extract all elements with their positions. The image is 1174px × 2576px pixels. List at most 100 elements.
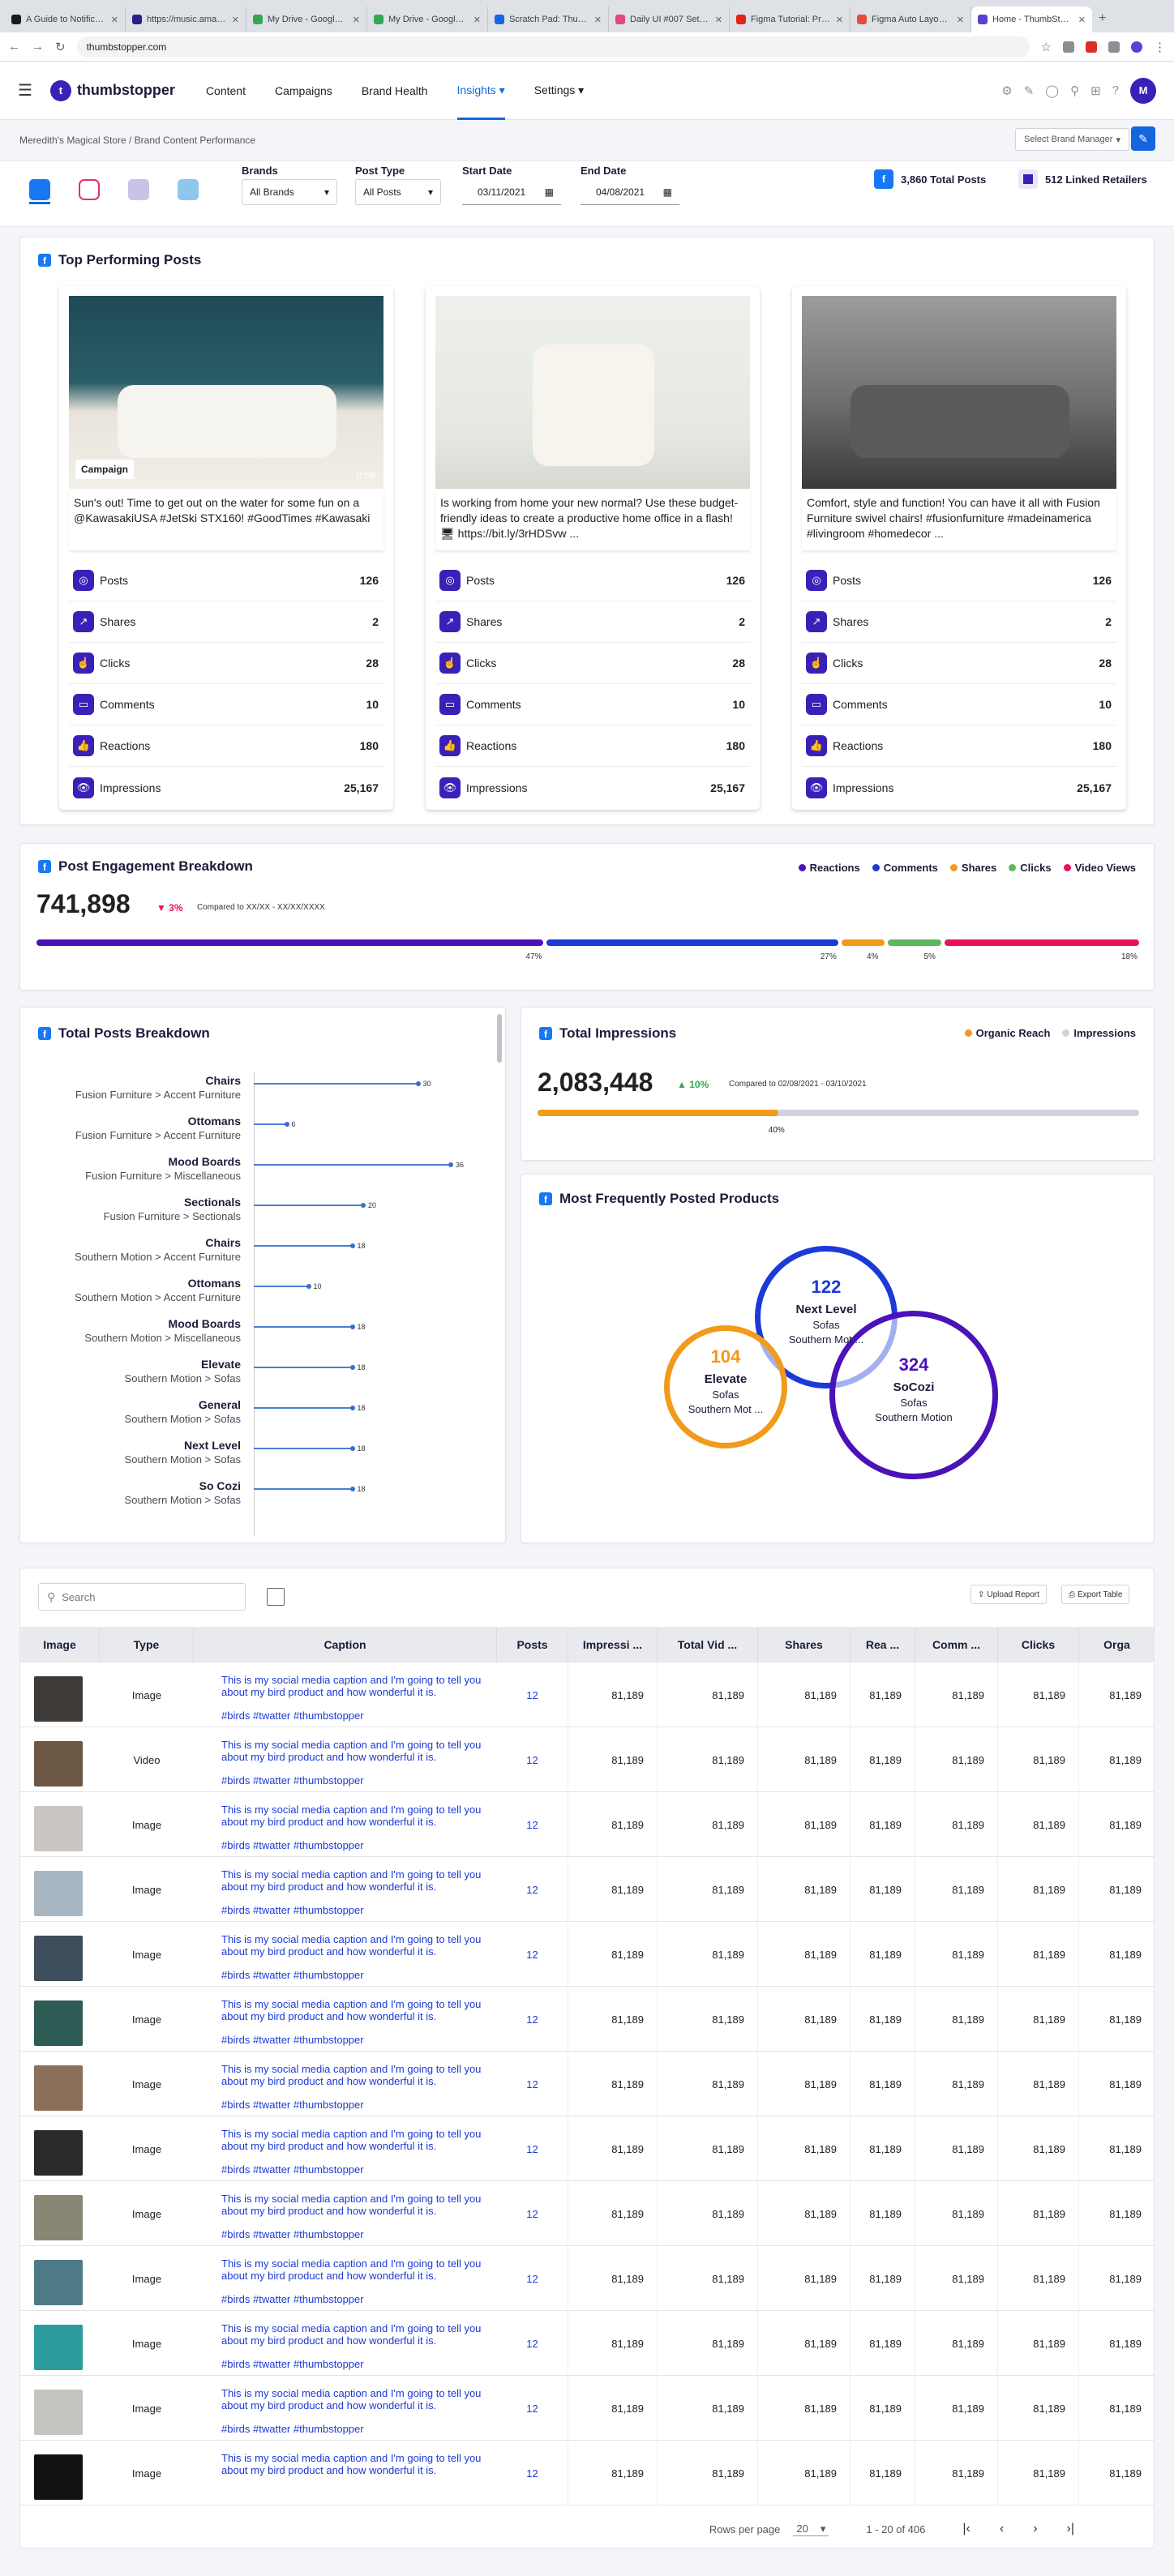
row-posts[interactable]: 12 (497, 2311, 568, 2376)
engagement-segment[interactable] (887, 939, 942, 946)
post-image[interactable]: Campaign 0:56 (69, 296, 383, 489)
first-page-icon[interactable]: |‹ (962, 2522, 970, 2535)
table-row[interactable]: Image This is my social media caption and… (20, 1922, 1154, 1987)
row-tags[interactable]: #birds #twatter #thumbstopper (221, 2163, 364, 2176)
kebab-menu-icon[interactable]: ⋮ (1154, 40, 1166, 54)
row-caption[interactable]: This is my social media caption and I'm … (221, 2387, 482, 2411)
upload-report-button[interactable]: ⇪ Upload Report (970, 1585, 1047, 1604)
search-input[interactable] (62, 1590, 225, 1603)
browser-tab[interactable]: My Drive - Google Dri ✕ (246, 6, 367, 32)
post-image[interactable] (435, 296, 750, 489)
start-date-field[interactable]: 03/11/2021 ▦ (462, 179, 561, 205)
breakdown-dot[interactable] (349, 1406, 355, 1410)
breakdown-bar[interactable] (254, 1286, 309, 1287)
column-header[interactable]: Total Vid ... (658, 1627, 758, 1662)
row-posts[interactable]: 12 (497, 2052, 568, 2116)
column-header[interactable]: Type (100, 1627, 194, 1662)
table-row[interactable]: Image This is my social media caption and… (20, 2311, 1154, 2376)
table-row[interactable]: Image This is my social media caption and… (20, 2376, 1154, 2441)
table-row[interactable]: Image This is my social media caption and… (20, 1662, 1154, 1727)
table-row[interactable]: Image This is my social media caption and… (20, 2246, 1154, 2311)
browser-tab[interactable]: Figma Tutorial: Protot ✕ (730, 6, 851, 32)
breakdown-dot[interactable] (361, 1203, 366, 1208)
row-caption[interactable]: This is my social media caption and I'm … (221, 1933, 482, 1958)
table-row[interactable]: Image This is my social media caption and… (20, 1792, 1154, 1857)
table-row[interactable]: Image This is my social media caption and… (20, 2441, 1154, 2505)
row-tags[interactable]: #birds #twatter #thumbstopper (221, 1904, 364, 1916)
brands-select[interactable]: All Brands ▾ (242, 179, 337, 205)
row-thumbnail[interactable] (34, 2390, 83, 2435)
calendar-icon[interactable]: ▦ (544, 186, 554, 198)
linkedin-icon[interactable] (128, 179, 149, 200)
row-caption[interactable]: This is my social media caption and I'm … (221, 2128, 482, 2152)
row-tags[interactable]: #birds #twatter #thumbstopper (221, 2228, 364, 2240)
breakdown-bar[interactable] (254, 1367, 353, 1368)
profile-icon[interactable] (1131, 41, 1142, 53)
browser-tab[interactable]: My Drive - Google Dri ✕ (367, 6, 488, 32)
breakdown-dot[interactable] (306, 1284, 311, 1289)
row-tags[interactable]: #birds #twatter #thumbstopper (221, 2293, 364, 2305)
row-caption[interactable]: This is my social media caption and I'm … (221, 1868, 482, 1893)
engagement-segment[interactable] (841, 939, 885, 946)
breakdown-bar[interactable] (254, 1164, 451, 1166)
row-caption[interactable]: This is my social media caption and I'm … (221, 1998, 482, 2022)
instagram-icon[interactable] (79, 179, 100, 200)
row-tags[interactable]: #birds #twatter #thumbstopper (221, 1709, 364, 1722)
edit-button[interactable]: ✎ (1131, 126, 1155, 151)
row-thumbnail[interactable] (34, 1741, 83, 1787)
close-tab-icon[interactable]: ✕ (835, 15, 843, 25)
scrollbar[interactable] (497, 1014, 502, 1063)
breakdown-bar[interactable] (254, 1245, 353, 1247)
search-box[interactable]: ⚲ (38, 1583, 246, 1611)
table-row[interactable]: Image This is my social media caption and… (20, 2052, 1154, 2116)
hamburger-icon[interactable]: ☰ (18, 82, 32, 100)
chat-icon[interactable]: ◯ (1045, 83, 1060, 98)
row-thumbnail[interactable] (34, 1676, 83, 1722)
row-caption[interactable]: This is my social media caption and I'm … (221, 1739, 482, 1763)
nav-insights[interactable]: Insights ▾ (456, 62, 505, 120)
twitter-icon[interactable] (178, 179, 199, 200)
top-post-card[interactable]: Comfort, style and function! You can hav… (792, 286, 1126, 810)
calendar-icon[interactable]: ▦ (662, 186, 672, 198)
column-header[interactable]: Comm ... (915, 1627, 998, 1662)
help-icon[interactable]: ? (1112, 83, 1119, 97)
row-tags[interactable]: #birds #twatter #thumbstopper (221, 2423, 364, 2435)
breakdown-dot[interactable] (349, 1446, 355, 1451)
last-page-icon[interactable]: ›| (1066, 2522, 1074, 2535)
browser-tab[interactable]: Home - ThumbStopper ✕ (971, 6, 1092, 32)
table-row[interactable]: Image This is my social media caption and… (20, 1987, 1154, 2052)
row-thumbnail[interactable] (34, 2065, 83, 2111)
breakdown-bar[interactable] (254, 1488, 353, 1490)
table-row[interactable]: Image This is my social media caption and… (20, 1857, 1154, 1922)
row-thumbnail[interactable] (34, 2195, 83, 2240)
row-tags[interactable]: #birds #twatter #thumbstopper (221, 1969, 364, 1981)
close-tab-icon[interactable]: ✕ (956, 15, 964, 25)
breakdown-dot[interactable] (448, 1162, 453, 1167)
close-tab-icon[interactable]: ✕ (714, 15, 722, 25)
row-posts[interactable]: 12 (497, 1857, 568, 1922)
browser-tab[interactable]: Scratch Pad: Thumbs ✕ (488, 6, 609, 32)
row-thumbnail[interactable] (34, 2000, 83, 2046)
prev-page-icon[interactable]: ‹ (999, 2522, 1005, 2535)
row-posts[interactable]: 12 (497, 2376, 568, 2441)
row-caption[interactable]: This is my social media caption and I'm … (221, 2322, 482, 2347)
gear-icon[interactable]: ⚙ (1001, 83, 1013, 98)
column-header[interactable]: Shares (758, 1627, 851, 1662)
engagement-segment[interactable] (36, 939, 544, 946)
column-header[interactable]: Posts (497, 1627, 568, 1662)
browser-tab[interactable]: A Guide to Notificatio ✕ (5, 6, 126, 32)
row-tags[interactable]: #birds #twatter #thumbstopper (221, 1839, 364, 1851)
row-caption[interactable]: This is my social media caption and I'm … (221, 2257, 482, 2282)
row-posts[interactable]: 12 (497, 1792, 568, 1857)
breakdown-dot[interactable] (349, 1243, 355, 1248)
row-thumbnail[interactable] (34, 1871, 83, 1916)
forward-icon[interactable]: → (32, 40, 44, 53)
row-posts[interactable]: 12 (497, 2246, 568, 2311)
close-tab-icon[interactable]: ✕ (593, 15, 602, 25)
row-caption[interactable]: This is my social media caption and I'm … (221, 1804, 482, 1828)
link-icon[interactable]: ⚲ (1070, 83, 1080, 98)
row-posts[interactable]: 12 (497, 1662, 568, 1727)
row-thumbnail[interactable] (34, 1936, 83, 1981)
pen-icon[interactable]: ✎ (1023, 83, 1035, 98)
breakdown-dot[interactable] (415, 1081, 421, 1086)
